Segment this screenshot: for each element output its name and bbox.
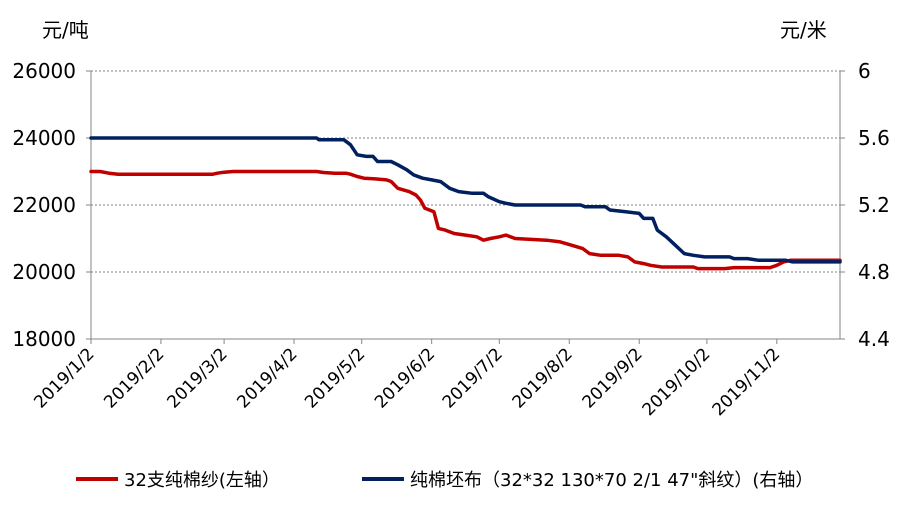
left-y-tick-label: 22000	[12, 193, 76, 217]
right-y-tick-label: 4.4	[858, 327, 890, 351]
legend-item-grey-cloth: 纯棉坯布（32*32 130*70 2/1 47"斜纹）(右轴）	[362, 466, 813, 492]
left-y-tick-label: 24000	[12, 126, 76, 150]
x-tick-label: 2019/9/2	[579, 344, 647, 412]
right-y-tick-label: 6	[858, 59, 871, 83]
legend-item-cotton-yarn: 32支纯棉纱(左轴）	[76, 466, 280, 492]
series-grey-cloth-line	[89, 136, 842, 264]
x-tick-label: 2019/10/2	[639, 344, 715, 420]
left-y-tick-label: 20000	[12, 260, 76, 284]
x-tick-label: 2019/1/2	[30, 344, 98, 412]
x-tick-label: 2019/2/2	[100, 344, 168, 412]
x-tick-label: 2019/6/2	[371, 344, 439, 412]
right-axis-unit-label: 元/米	[780, 18, 827, 42]
x-tick-label: 2019/7/2	[439, 344, 507, 412]
left-y-tick-label: 26000	[12, 59, 76, 83]
x-tick-label: 2019/5/2	[301, 344, 369, 412]
legend-label-cotton-yarn: 32支纯棉纱(左轴）	[124, 470, 280, 491]
right-y-tick-label: 4.8	[858, 260, 890, 284]
x-tick-label: 2019/8/2	[509, 344, 577, 412]
left-axis-unit-label: 元/吨	[42, 18, 89, 42]
series-cotton-yarn-line	[89, 169, 842, 271]
legend-label-grey-cloth: 纯棉坯布（32*32 130*70 2/1 47"斜纹）(右轴）	[410, 470, 814, 491]
series-lines	[89, 136, 842, 271]
x-tick-label: 2019/11/2	[709, 344, 785, 420]
right-y-tick-label: 5.2	[858, 193, 890, 217]
left-y-tick-labels: 18000 20000 22000 24000 26000	[12, 59, 91, 351]
x-tick-label: 2019/4/2	[233, 344, 301, 412]
right-y-tick-labels: 4.4 4.8 5.2 5.6 6	[840, 59, 890, 351]
legend-swatch-grey-cloth	[362, 477, 404, 481]
grid-lines	[91, 70, 840, 273]
right-y-tick-label: 5.6	[858, 126, 890, 150]
x-tick-label: 2019/3/2	[164, 344, 232, 412]
legend-swatch-cotton-yarn	[76, 477, 118, 481]
chart-legend: 32支纯棉纱(左轴） 纯棉坯布（32*32 130*70 2/1 47"斜纹）(…	[0, 466, 913, 496]
left-y-tick-label: 18000	[12, 327, 76, 351]
